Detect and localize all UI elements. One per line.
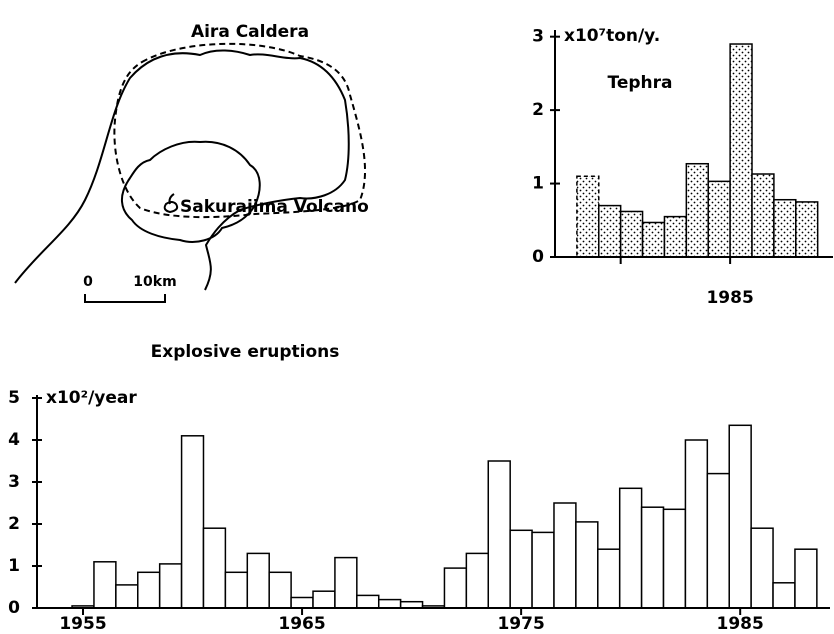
x-tick-label: 1955 bbox=[59, 614, 106, 634]
bar bbox=[312, 590, 336, 609]
volcano-label: Sakurajima Volcano bbox=[180, 197, 369, 217]
bar bbox=[706, 472, 730, 609]
bar bbox=[575, 521, 599, 609]
bar bbox=[750, 527, 774, 609]
bar bbox=[377, 598, 402, 609]
bar bbox=[772, 582, 796, 609]
bar bbox=[663, 215, 688, 258]
bar bbox=[751, 173, 775, 258]
bar bbox=[619, 210, 644, 258]
y-tick-label: 1 bbox=[8, 556, 20, 576]
chart-title: Tephra bbox=[608, 73, 673, 93]
bar bbox=[597, 548, 621, 609]
y-tick-label: 2 bbox=[8, 514, 20, 534]
bar bbox=[685, 162, 709, 258]
bar bbox=[137, 571, 161, 609]
bar bbox=[115, 584, 139, 609]
bar bbox=[662, 508, 687, 609]
bar bbox=[224, 571, 249, 609]
y-tick-label: 0 bbox=[532, 247, 544, 267]
bar bbox=[641, 221, 666, 258]
y-tick-label: 3 bbox=[8, 472, 20, 492]
y-tick-label: 3 bbox=[532, 27, 544, 47]
bar bbox=[684, 439, 709, 609]
bar bbox=[268, 571, 292, 609]
bar bbox=[180, 435, 205, 609]
scale-bar bbox=[84, 294, 166, 303]
bar bbox=[728, 424, 752, 609]
caldera-boundary bbox=[113, 42, 366, 219]
x-tick-label: 1985 bbox=[717, 614, 764, 634]
y-tick-label: 2 bbox=[532, 100, 544, 120]
bar bbox=[465, 552, 490, 609]
bar bbox=[576, 175, 600, 258]
y-axis-label: x10²/year bbox=[46, 388, 137, 408]
scale-end: 10km bbox=[133, 274, 176, 290]
x-tick-label: 1975 bbox=[497, 614, 544, 634]
y-tick-label: 5 bbox=[8, 388, 20, 408]
y-tick-label: 1 bbox=[532, 174, 544, 194]
bar bbox=[290, 596, 314, 609]
bar bbox=[487, 460, 511, 609]
x-tick-label: 1965 bbox=[278, 614, 325, 634]
y-tick-label: 4 bbox=[8, 430, 20, 450]
sakurajima-island bbox=[121, 140, 261, 243]
bar bbox=[531, 531, 555, 609]
coastline bbox=[14, 49, 350, 291]
bar bbox=[356, 594, 380, 609]
x-tick-label: 1985 bbox=[706, 288, 753, 308]
bar bbox=[158, 563, 183, 609]
bar bbox=[729, 43, 753, 258]
bar bbox=[598, 204, 622, 258]
bar bbox=[334, 556, 358, 609]
y-axis-label: x10⁷ton/y. bbox=[564, 26, 660, 46]
bar bbox=[509, 529, 533, 609]
scale-start: 0 bbox=[83, 274, 93, 290]
volcano-symbol bbox=[163, 193, 179, 214]
map-title: Aira Caldera bbox=[191, 22, 309, 42]
bar bbox=[794, 548, 818, 609]
y-tick-label: 0 bbox=[8, 598, 20, 618]
bar bbox=[93, 561, 117, 609]
chart-title: Explosive eruptions bbox=[151, 342, 340, 362]
bar bbox=[202, 527, 227, 609]
bar bbox=[795, 201, 819, 258]
bar bbox=[553, 502, 577, 609]
bar bbox=[773, 198, 797, 258]
bar bbox=[707, 180, 731, 258]
bar bbox=[443, 567, 468, 609]
bar bbox=[640, 506, 665, 609]
bar bbox=[246, 552, 270, 609]
map: Aira Caldera Sakurajima Volcano 0 10km bbox=[14, 22, 369, 303]
bar bbox=[618, 487, 643, 609]
